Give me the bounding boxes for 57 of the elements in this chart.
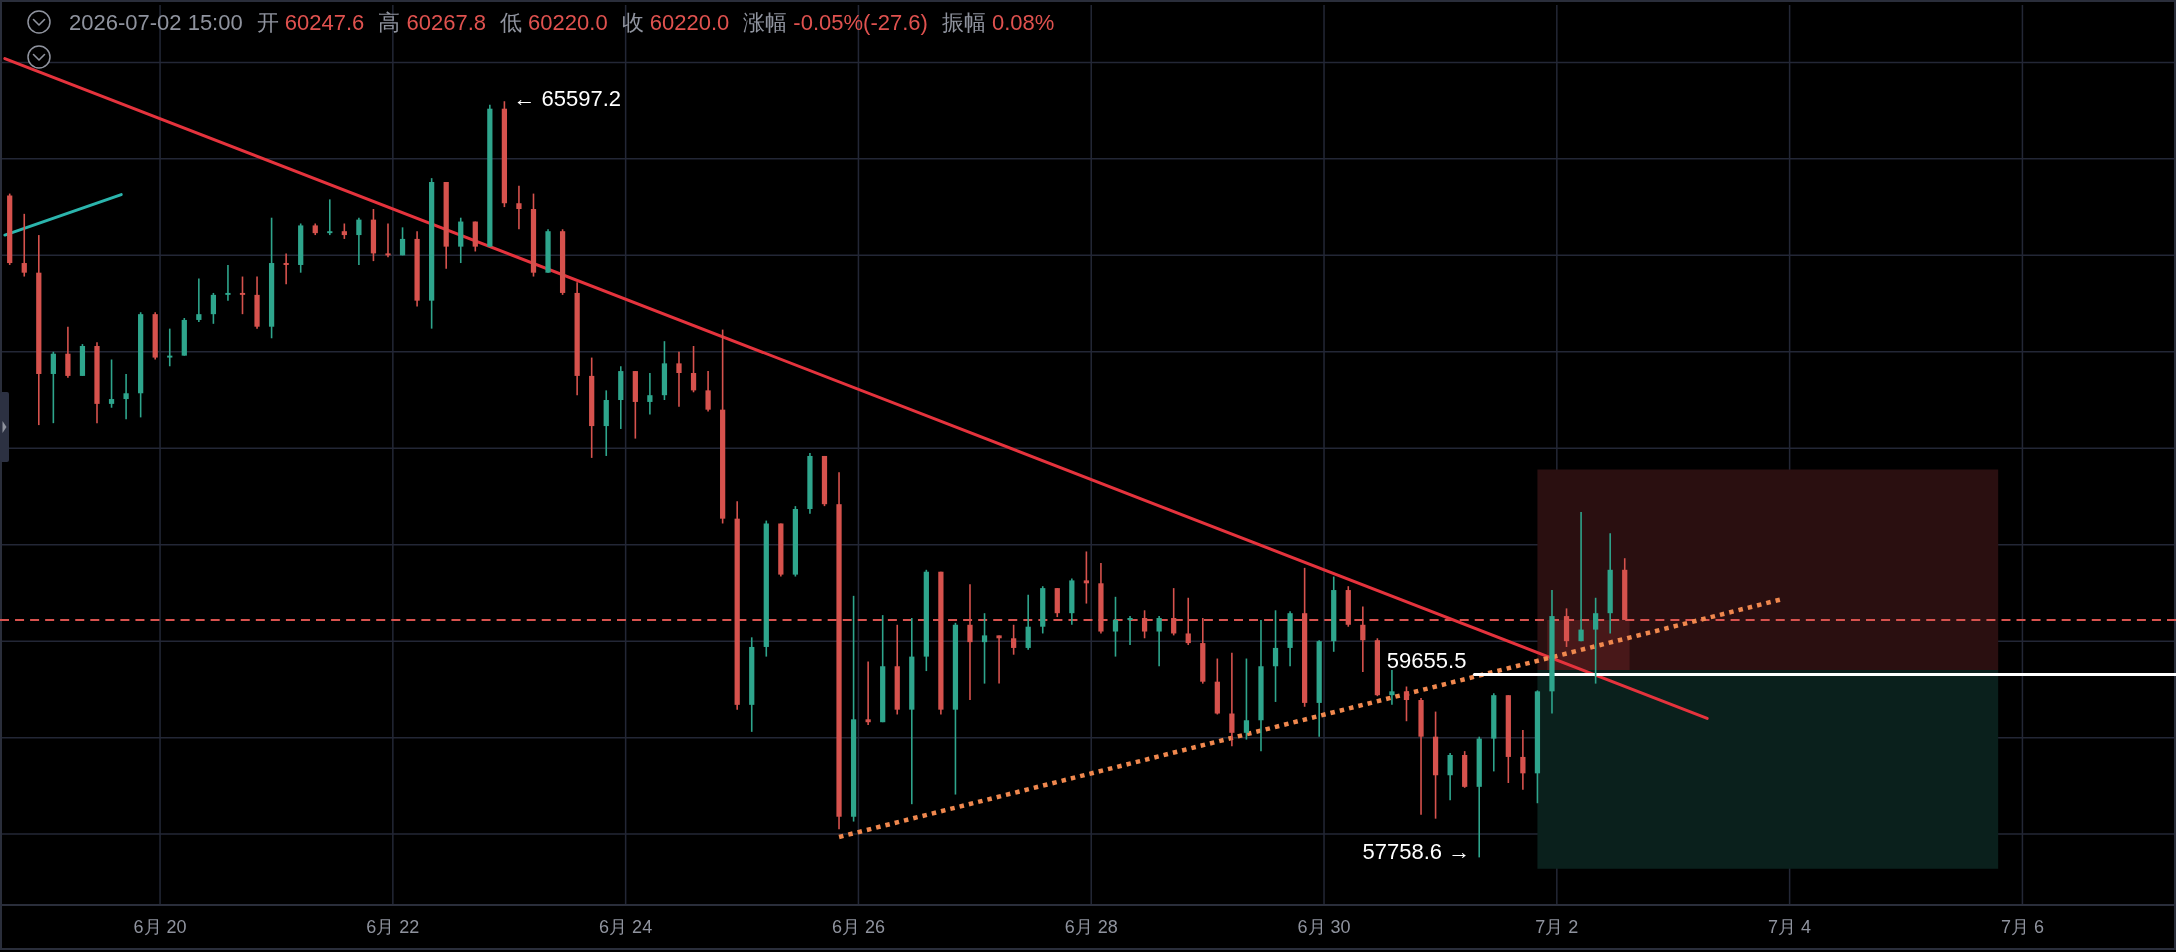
candlestick [690, 345, 697, 394]
candlestick [327, 198, 333, 236]
chart-title: 2026-07-02 15:00 [69, 10, 243, 35]
annotation: 振幅 0.08% [941, 10, 1055, 35]
candlestick [996, 634, 1002, 685]
candlestick [1403, 685, 1410, 723]
candlestick [225, 264, 231, 302]
candlestick [399, 226, 406, 257]
candlestick [1127, 615, 1133, 646]
candlestick [1520, 729, 1526, 791]
candlestick [1011, 623, 1017, 656]
annotation: ← 65597.2 [513, 85, 622, 111]
candlestick [1243, 657, 1250, 741]
x-tick-label: 7月 6 [2000, 917, 2044, 937]
candlestick [1083, 550, 1089, 605]
candlestick [167, 327, 173, 368]
candlestick [283, 252, 289, 286]
candlestick [1389, 669, 1395, 706]
x-tick-label: 6月 28 [1064, 917, 1118, 937]
candlestick [1272, 609, 1279, 703]
candlestick [1112, 596, 1119, 658]
x-tick-label: 7月 2 [1535, 917, 1579, 937]
x-tick-label: 6月 20 [133, 917, 187, 937]
candlestick [516, 185, 522, 231]
candlestick [1025, 594, 1031, 651]
x-tick-label: 7月 4 [1768, 917, 1812, 937]
candlestick [676, 350, 682, 408]
candlestick [1229, 651, 1235, 748]
candlestick [1447, 752, 1453, 802]
candlestick [210, 292, 217, 325]
candlestick [108, 358, 115, 409]
candlestick [865, 660, 871, 726]
x-tick-label: 6月 26 [831, 917, 885, 937]
annotation: 59655.5 [1386, 647, 1467, 673]
candlestick [356, 216, 362, 266]
x-tick-label: 6月 22 [366, 917, 420, 937]
candlestick [705, 370, 711, 413]
annotation: 涨幅 -0.05%(-27.6) [743, 10, 928, 35]
candlestick [196, 277, 202, 323]
candlestick [239, 275, 246, 315]
candlestick [65, 325, 71, 379]
candlestick [647, 372, 653, 416]
annotation: 开 60247.6 [256, 10, 365, 35]
annotation: 低 60220.0 [499, 10, 608, 35]
candlestick [1578, 511, 1584, 642]
candlestick [21, 213, 27, 278]
annotation: 收 60220.0 [621, 10, 730, 35]
candlestick [385, 222, 391, 259]
candlestick [981, 612, 988, 685]
candlestick [1156, 615, 1162, 668]
annotation: 高 60267.8 [378, 10, 486, 35]
candlestick [1593, 596, 1599, 685]
annotation: 57758.6 → [1362, 838, 1471, 864]
candlestick [50, 350, 56, 424]
x-tick-label: 6月 24 [599, 917, 653, 937]
x-tick-label: 6月 30 [1297, 917, 1351, 937]
candlestick [123, 373, 129, 421]
